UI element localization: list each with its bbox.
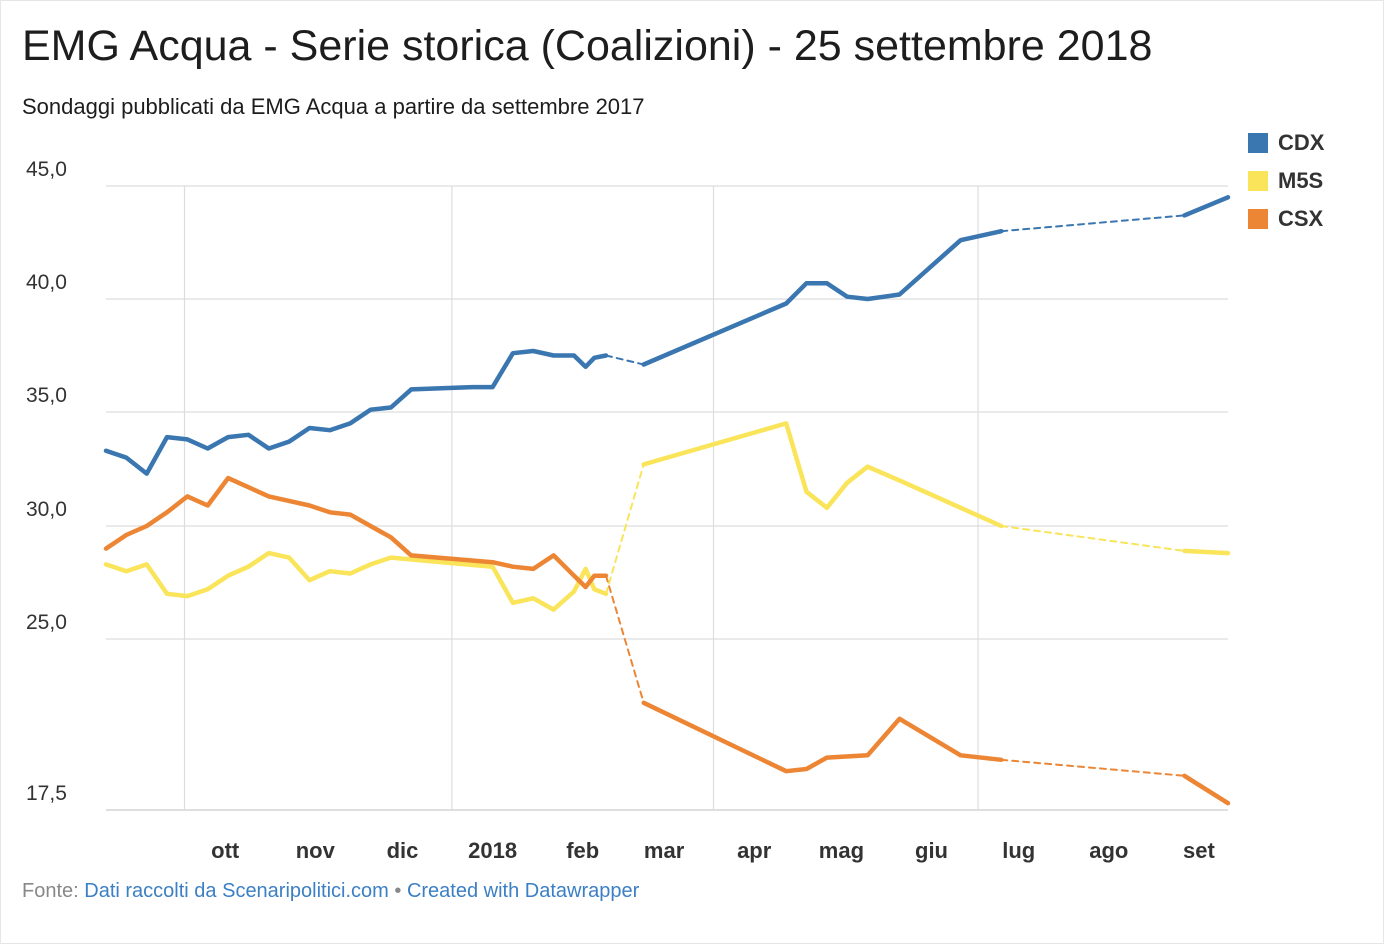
- x-tick-label: mag: [819, 838, 864, 863]
- series-line-cdx: [103, 348, 609, 476]
- x-tick-label: mar: [644, 838, 685, 863]
- series-line-csx: [1182, 773, 1231, 806]
- y-gridlines: [106, 185, 1228, 811]
- footer-source-prefix: Fonte:: [22, 880, 85, 902]
- series-line-m5s: [1182, 548, 1231, 556]
- series-line-cdx: [1182, 195, 1231, 218]
- series-line-cdx-gap: [1000, 214, 1186, 233]
- y-tick-label: 30,0: [26, 498, 67, 521]
- legend-swatch-m5s: [1248, 171, 1268, 191]
- series-line-cdx-gap: [605, 354, 645, 366]
- y-tick-label: 35,0: [26, 384, 67, 407]
- legend-swatch-cdx: [1248, 133, 1268, 153]
- legend-item-m5s: M5S: [1248, 162, 1324, 200]
- chart-subtitle: Sondaggi pubblicati da EMG Acqua a parti…: [22, 94, 645, 119]
- x-tick-label: feb: [566, 838, 599, 863]
- legend: CDX M5S CSX: [1248, 124, 1324, 238]
- x-tick-label: apr: [737, 838, 772, 863]
- series-line-csx: [103, 475, 609, 590]
- y-tick-label: 40,0: [26, 271, 67, 294]
- series-line-cdx: [641, 228, 1004, 367]
- series-line-m5s: [103, 550, 609, 612]
- x-tick-label: set: [1183, 838, 1215, 863]
- series-line-m5s: [641, 421, 1004, 529]
- x-tick-label: dic: [387, 838, 419, 863]
- footer: Fonte: Dati raccolti da Scenaripolitici.…: [22, 880, 639, 903]
- x-gridlines: [183, 186, 979, 810]
- y-tick-label: 25,0: [26, 611, 67, 634]
- series-lines: [103, 195, 1231, 806]
- x-tick-label: ago: [1089, 838, 1128, 863]
- series-line-csx: [641, 700, 1004, 774]
- series-line-csx-gap: [605, 574, 645, 704]
- series-line-m5s-gap: [1000, 525, 1186, 552]
- source-link[interactable]: Dati raccolti da Scenaripolitici.com: [84, 880, 389, 902]
- series-line-m5s-gap: [605, 463, 645, 595]
- legend-item-csx: CSX: [1248, 200, 1324, 238]
- chart-title: EMG Acqua - Serie storica (Coalizioni) -…: [22, 22, 1153, 70]
- x-tick-label: lug: [1002, 838, 1035, 863]
- footer-separator: •: [388, 880, 407, 902]
- x-tick-label: ott: [211, 838, 240, 863]
- y-tick-label: 17,5: [26, 782, 67, 805]
- series-line-csx-gap: [1000, 758, 1186, 777]
- legend-item-cdx: CDX: [1248, 124, 1324, 162]
- x-axis-ticks: ott nov dic 2018 feb mar apr mag giu lug ago set: [211, 838, 1215, 863]
- y-tick-label: 45,0: [26, 158, 67, 181]
- legend-label-csx: CSX: [1278, 206, 1324, 231]
- y-axis-ticks: 17,5 25,0 30,0 35,0 40,0 45,0: [26, 158, 67, 805]
- datawrapper-link[interactable]: Created with Datawrapper: [406, 880, 640, 902]
- x-tick-label: giu: [915, 838, 948, 863]
- legend-label-cdx: CDX: [1278, 130, 1325, 155]
- legend-swatch-csx: [1248, 209, 1268, 229]
- x-tick-label: nov: [296, 838, 336, 863]
- legend-label-m5s: M5S: [1278, 168, 1324, 193]
- x-tick-label: 2018: [468, 838, 517, 863]
